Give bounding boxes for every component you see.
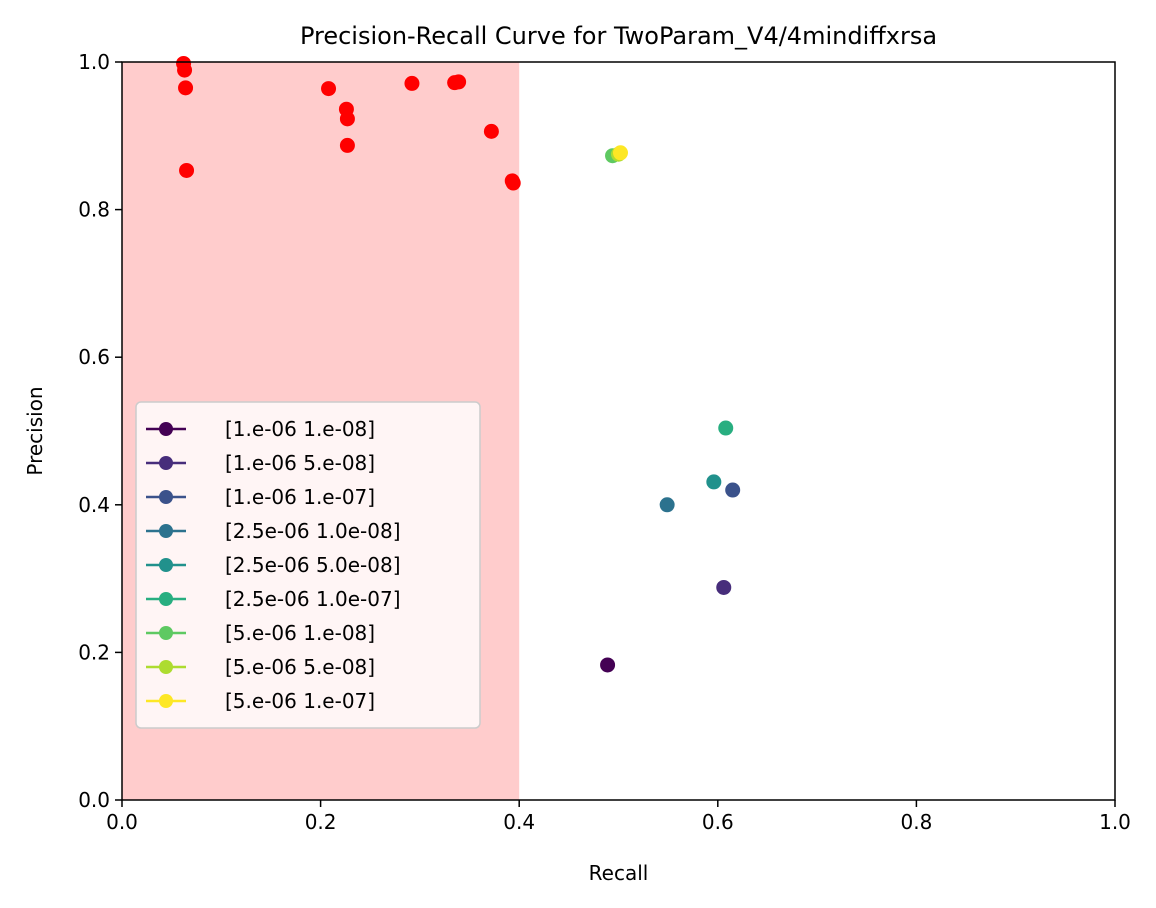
x-axis-ticks: 0.0 0.2 0.4 0.6 0.8 1.0 [106, 800, 1131, 834]
legend-box [135, 401, 481, 729]
series-point-4 [659, 497, 675, 513]
legend-marker [159, 592, 173, 606]
highlight-point [339, 111, 355, 127]
y-tick-label: 0.6 [78, 345, 110, 369]
legend-marker [159, 422, 173, 436]
x-axis-title: Recall [589, 861, 649, 885]
legend-marker [159, 626, 173, 640]
legend-marker [159, 524, 173, 538]
legend-label: [5.e-06 5.e-08] [225, 655, 375, 679]
legend-marker [159, 558, 173, 572]
y-axis-title: Precision [23, 386, 47, 475]
legend-marker [159, 490, 173, 504]
x-tick-label: 0.0 [106, 810, 138, 834]
series-point-6 [718, 420, 734, 436]
highlight-point [321, 81, 337, 97]
y-tick-label: 0.2 [78, 640, 110, 664]
y-tick-label: 0.0 [78, 788, 110, 812]
y-axis-ticks: 0.0 0.2 0.4 0.6 0.8 1.0 [78, 50, 122, 812]
legend: [1.e-06 1.e-08] [1.e-06 5.e-08] [1.e-06 1.… [135, 401, 481, 729]
highlight-point [404, 75, 420, 91]
data-points-layer [176, 55, 741, 673]
highlight-point [451, 74, 467, 90]
legend-marker [159, 694, 173, 708]
series-point-2 [716, 579, 732, 595]
highlight-point [177, 62, 193, 78]
x-tick-label: 0.4 [503, 810, 535, 834]
series-point-9 [612, 145, 628, 161]
series-point-3 [725, 482, 741, 498]
x-tick-label: 0.8 [900, 810, 932, 834]
x-tick-label: 1.0 [1099, 810, 1131, 834]
y-tick-label: 1.0 [78, 50, 110, 74]
legend-label: [1.e-06 5.e-08] [225, 451, 375, 475]
legend-label: [5.e-06 1.e-07] [225, 689, 375, 713]
highlight-point [483, 123, 499, 139]
y-tick-label: 0.4 [78, 493, 110, 517]
series-point-1 [600, 657, 616, 673]
legend-label: [2.5e-06 1.0e-07] [225, 587, 401, 611]
plot-frame [121, 61, 1116, 801]
highlight-point [339, 137, 355, 153]
x-tick-label: 0.2 [305, 810, 337, 834]
legend-label: [2.5e-06 5.0e-08] [225, 553, 401, 577]
legend-label: [1.e-06 1.e-07] [225, 485, 375, 509]
x-tick-label: 0.6 [702, 810, 734, 834]
highlight-point [179, 162, 195, 178]
legend-marker [159, 456, 173, 470]
legend-label: [5.e-06 1.e-08] [225, 621, 375, 645]
legend-label: [1.e-06 1.e-08] [225, 417, 375, 441]
legend-label: [2.5e-06 1.0e-08] [225, 519, 401, 543]
highlight-point [505, 175, 521, 191]
y-tick-label: 0.8 [78, 198, 110, 222]
series-point-5 [706, 474, 722, 490]
legend-marker [159, 660, 173, 674]
chart-title: Precision-Recall Curve for TwoParam_V4/4… [300, 22, 937, 50]
highlight-point [178, 80, 194, 96]
